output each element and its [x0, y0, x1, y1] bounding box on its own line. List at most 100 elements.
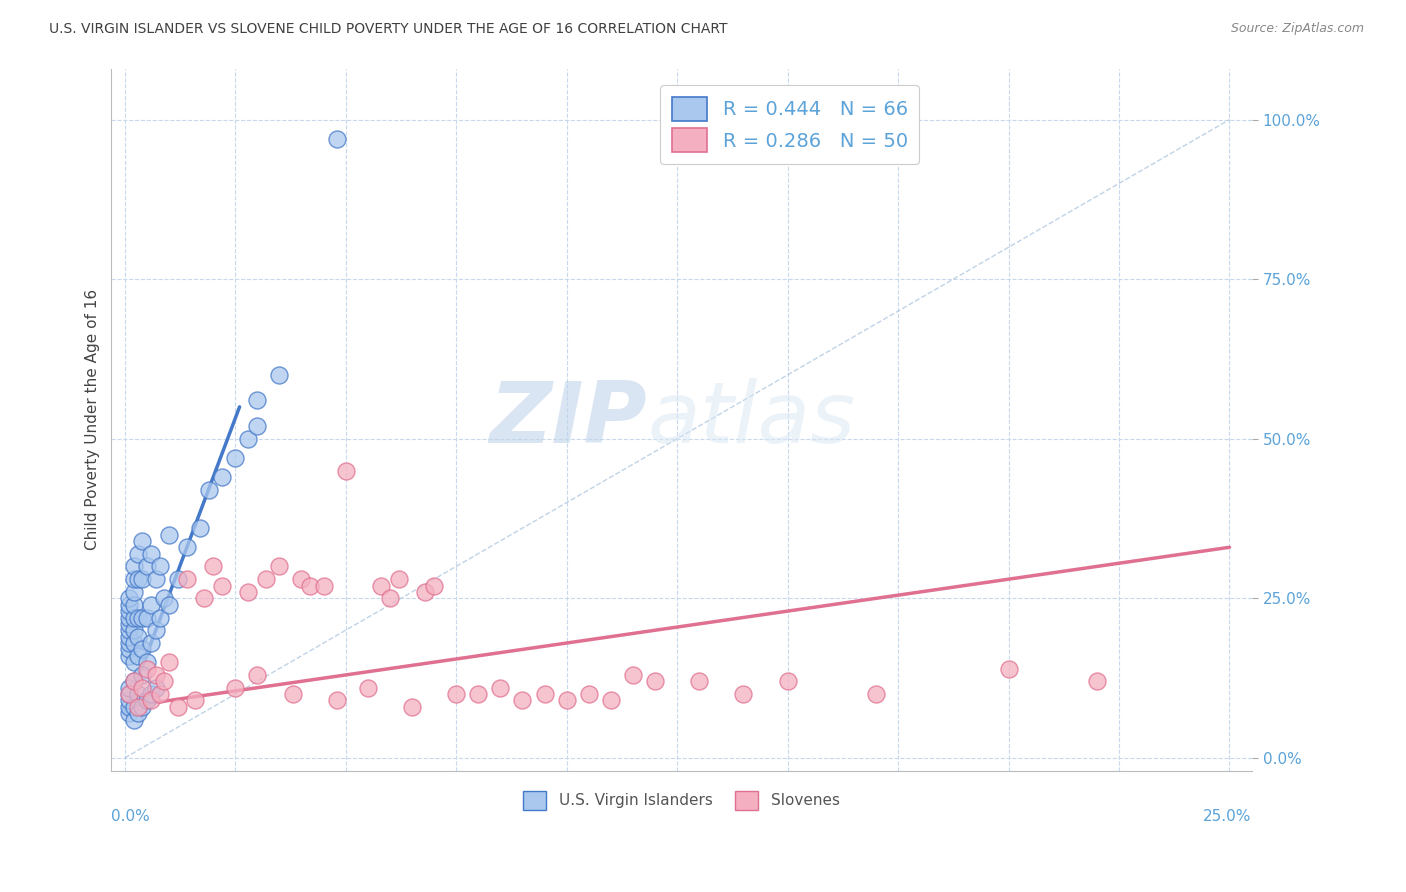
Point	[122, 674, 145, 689]
Point	[122, 674, 145, 689]
Point	[269, 368, 291, 382]
Point	[688, 674, 710, 689]
Point	[135, 610, 157, 624]
Point	[135, 655, 157, 669]
Point	[122, 655, 145, 669]
Point	[413, 585, 436, 599]
Point	[621, 668, 644, 682]
Point	[127, 610, 149, 624]
Point	[118, 706, 141, 721]
Text: ZIP: ZIP	[489, 378, 647, 461]
Point	[578, 687, 600, 701]
Point	[141, 598, 163, 612]
Point	[370, 578, 392, 592]
Point	[127, 699, 149, 714]
Point	[335, 464, 357, 478]
Point	[157, 655, 180, 669]
Point	[131, 533, 153, 548]
Point	[145, 681, 167, 695]
Point	[157, 527, 180, 541]
Point	[555, 693, 578, 707]
Point	[127, 706, 149, 721]
Point	[135, 662, 157, 676]
Text: U.S. VIRGIN ISLANDER VS SLOVENE CHILD POVERTY UNDER THE AGE OF 16 CORRELATION CH: U.S. VIRGIN ISLANDER VS SLOVENE CHILD PO…	[49, 22, 728, 37]
Text: 25.0%: 25.0%	[1204, 809, 1251, 824]
Point	[388, 572, 411, 586]
Point	[127, 547, 149, 561]
Point	[211, 578, 233, 592]
Point	[127, 648, 149, 663]
Point	[254, 572, 277, 586]
Point	[423, 578, 446, 592]
Y-axis label: Child Poverty Under the Age of 16: Child Poverty Under the Age of 16	[86, 289, 100, 550]
Point	[122, 624, 145, 638]
Point	[197, 483, 219, 497]
Point	[1085, 674, 1108, 689]
Point	[153, 591, 176, 606]
Point	[299, 578, 322, 592]
Point	[224, 450, 246, 465]
Point	[122, 636, 145, 650]
Point	[145, 572, 167, 586]
Point	[166, 572, 188, 586]
Point	[176, 572, 198, 586]
Point	[357, 681, 380, 695]
Point	[122, 572, 145, 586]
Point	[312, 578, 335, 592]
Point	[118, 699, 141, 714]
Point	[290, 572, 312, 586]
Point	[122, 598, 145, 612]
Point	[118, 604, 141, 618]
Point	[733, 687, 755, 701]
Point	[118, 642, 141, 657]
Point	[127, 572, 149, 586]
Point	[118, 693, 141, 707]
Text: 0.0%: 0.0%	[111, 809, 150, 824]
Point	[135, 693, 157, 707]
Point	[533, 687, 555, 701]
Point	[131, 642, 153, 657]
Text: atlas: atlas	[647, 378, 855, 461]
Point	[118, 598, 141, 612]
Point	[118, 687, 141, 701]
Point	[202, 559, 225, 574]
Point	[122, 610, 145, 624]
Point	[246, 419, 269, 434]
Point	[281, 687, 304, 701]
Point	[269, 559, 291, 574]
Point	[149, 610, 172, 624]
Point	[401, 699, 423, 714]
Point	[127, 630, 149, 644]
Point	[444, 687, 467, 701]
Point	[131, 572, 153, 586]
Point	[122, 713, 145, 727]
Point	[193, 591, 215, 606]
Point	[153, 674, 176, 689]
Point	[188, 521, 211, 535]
Point	[644, 674, 666, 689]
Point	[489, 681, 512, 695]
Point	[145, 624, 167, 638]
Point	[141, 547, 163, 561]
Point	[122, 585, 145, 599]
Point	[224, 681, 246, 695]
Point	[141, 687, 163, 701]
Point	[166, 699, 188, 714]
Point	[599, 693, 621, 707]
Point	[149, 687, 172, 701]
Point	[118, 624, 141, 638]
Text: Source: ZipAtlas.com: Source: ZipAtlas.com	[1230, 22, 1364, 36]
Point	[118, 636, 141, 650]
Point	[118, 616, 141, 631]
Legend: U.S. Virgin Islanders, Slovenes: U.S. Virgin Islanders, Slovenes	[517, 785, 845, 815]
Point	[118, 630, 141, 644]
Point	[141, 636, 163, 650]
Point	[118, 648, 141, 663]
Point	[467, 687, 489, 701]
Point	[131, 699, 153, 714]
Point	[512, 693, 534, 707]
Point	[184, 693, 207, 707]
Point	[118, 610, 141, 624]
Point	[176, 541, 198, 555]
Point	[997, 662, 1019, 676]
